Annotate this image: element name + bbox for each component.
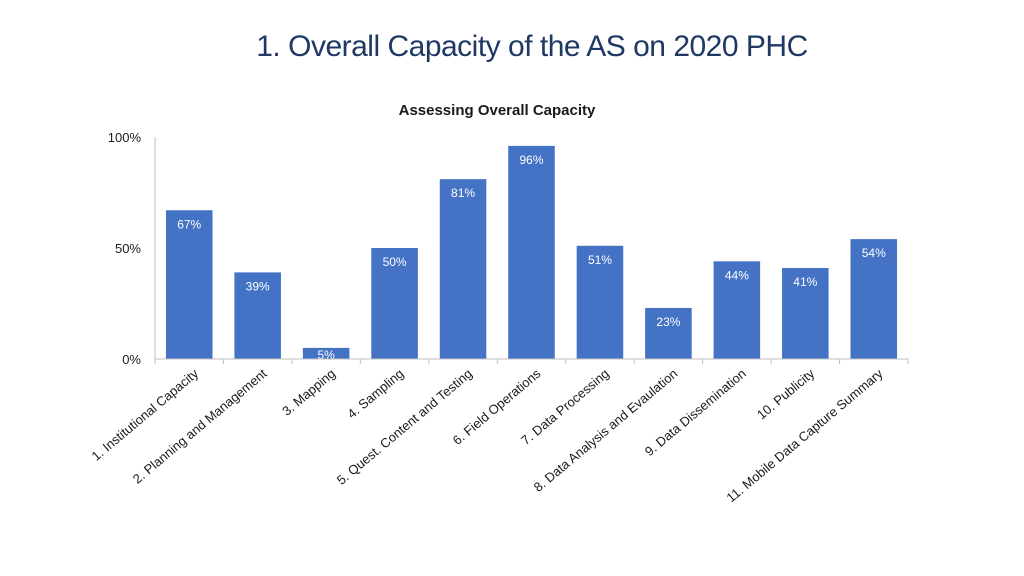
bar (508, 145, 555, 359)
x-category-label: 4. Sampling (344, 366, 406, 422)
slide-title: 1. Overall Capacity of the AS on 2020 PH… (256, 30, 808, 63)
y-axis: 0% 50% 100% (108, 130, 156, 367)
x-category-label: 1. Institutional Capacity (89, 365, 202, 463)
y-tick-label: 0% (122, 352, 141, 367)
bar (439, 179, 487, 359)
data-label: 50% (383, 255, 407, 269)
x-category-label: 8. Data Analysis and Evaulation (531, 366, 681, 495)
bar (165, 210, 213, 359)
bar (302, 347, 350, 359)
x-category-label: 2. Planning and Management (130, 366, 270, 487)
data-label: 81% (451, 186, 475, 200)
data-label: 41% (793, 275, 817, 289)
bar (645, 307, 692, 359)
bar (850, 239, 898, 359)
x-category-label: 3. Mapping (279, 366, 338, 419)
data-label: 67% (177, 217, 201, 231)
y-tick-label: 50% (115, 241, 141, 256)
data-label: 5% (317, 348, 335, 362)
chart-title: Assessing Overall Capacity (399, 102, 596, 119)
bar (713, 261, 761, 359)
bar (782, 267, 829, 359)
x-category-label: 10. Publicity (754, 365, 818, 422)
data-label: 39% (246, 279, 270, 293)
bar (234, 272, 281, 359)
data-label: 96% (519, 153, 543, 167)
bar (576, 245, 624, 359)
data-label: 23% (656, 315, 680, 329)
data-label: 44% (725, 268, 749, 282)
data-label: 51% (588, 253, 612, 267)
bars: 67% 39% 5% 50% 81% 96% 51% 23% 44% 41% 54% (165, 145, 898, 362)
bar (371, 248, 418, 359)
y-tick-label: 100% (108, 130, 142, 145)
x-category-label: 5. Quest. Content and Testing (334, 366, 475, 488)
data-label: 54% (862, 246, 886, 260)
